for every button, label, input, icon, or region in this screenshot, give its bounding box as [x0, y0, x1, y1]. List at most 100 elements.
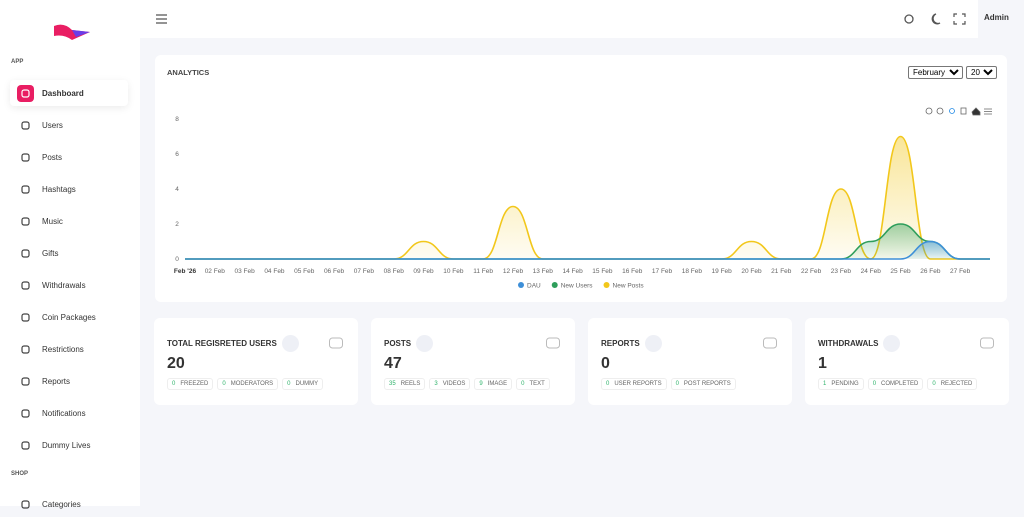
card-title-text: REPORTS [601, 339, 640, 348]
nav-icon [17, 437, 34, 454]
nav-label: Restrictions [42, 344, 84, 354]
nav-icon [17, 341, 34, 358]
nav-icon [17, 181, 34, 198]
chip-label: PENDING [831, 381, 859, 387]
nav-icon [17, 373, 34, 390]
nav-item[interactable]: Restrictions [10, 336, 128, 362]
chip: 0 USER REPORTS [601, 378, 667, 390]
nav-label: Withdrawals [42, 280, 86, 290]
chip-label: TEXT [529, 381, 545, 387]
nav-icon [17, 245, 34, 262]
chip: 0 COMPLETED [867, 378, 924, 390]
section-label: APP [11, 59, 24, 65]
card-value: 20 [167, 355, 185, 372]
icon [980, 337, 994, 349]
nav-item[interactable]: Coin Packages [10, 304, 128, 330]
icon [21, 88, 30, 98]
panel-title: ANALYTICS [167, 68, 210, 77]
nav-icon [17, 149, 34, 166]
theme-icon[interactable] [931, 13, 941, 25]
icon [21, 120, 30, 130]
topbar [140, 0, 978, 38]
nav-item[interactable]: Dashboard [10, 80, 128, 106]
icon [329, 337, 343, 349]
stat-card: WITHDRAWALS 1 1 PENDING 0 COMPLETED 0 REJECTED [805, 318, 1009, 405]
nav-label: Coin Packages [42, 312, 96, 322]
card-icon [545, 336, 561, 355]
chip-count: 3 [434, 381, 438, 387]
nav-item[interactable]: Gifts [10, 240, 128, 266]
nav-item[interactable]: Hashtags [10, 176, 128, 202]
page: APP Dashboard Users Posts Hashtags Music Gifts… [0, 0, 1009, 509]
card-icon [328, 336, 344, 355]
link-button[interactable] [883, 335, 901, 352]
chip-count: 9 [479, 381, 483, 387]
nav-icon [17, 405, 34, 422]
icon [21, 280, 30, 290]
chip-label: VIDEOS [442, 381, 466, 387]
chip: 0 FREEZED [167, 378, 214, 390]
nav-label: Reports [42, 376, 71, 386]
nav-item[interactable]: Reports [10, 368, 128, 394]
card-icon [762, 336, 778, 355]
chip-count: 0 [287, 381, 291, 387]
menu-button[interactable] [156, 14, 168, 24]
chip-label: COMPLETED [881, 381, 919, 387]
icon [21, 408, 30, 418]
chip: 0 REJECTED [927, 378, 978, 390]
chips: 0 USER REPORTS 0 POST REPORTS [601, 378, 736, 390]
link-button[interactable] [644, 335, 662, 352]
stat-card: POSTS 47 35 REELS 3 VIDEOS 9 IMAGE 0 TEXT [371, 318, 575, 405]
nav-label: Music [42, 216, 63, 226]
fullscreen-icon[interactable] [953, 13, 966, 25]
chips: 0 FREEZED 0 MODERATORS 0 DUMMY [167, 378, 324, 390]
chip-count: 0 [521, 381, 525, 387]
link-button[interactable] [281, 335, 299, 352]
nav-item[interactable]: Categories [10, 491, 128, 517]
icon [546, 337, 560, 349]
logo-shape [54, 24, 90, 40]
nav-label: Gifts [42, 248, 59, 258]
chip: 0 MODERATORS [217, 378, 279, 390]
analytics-panel: ANALYTICS February 2026 [155, 55, 1007, 302]
chip-label: REJECTED [940, 381, 973, 387]
chips: 1 PENDING 0 COMPLETED 0 REJECTED [818, 378, 978, 390]
nav-item[interactable]: Music [10, 208, 128, 234]
chip: 3 VIDEOS [429, 378, 471, 390]
card-value: 1 [818, 355, 827, 372]
chip-label: USER REPORTS [614, 381, 662, 387]
chip: 0 TEXT [516, 378, 550, 390]
chip-label: POST REPORTS [683, 381, 731, 387]
chip-label: MODERATORS [230, 381, 274, 387]
nav-item[interactable]: Users [10, 112, 128, 138]
sidebar: APP Dashboard Users Posts Hashtags Music Gifts… [0, 0, 140, 509]
logo[interactable] [50, 22, 100, 42]
month-select[interactable]: February [908, 66, 963, 79]
icon [21, 499, 30, 509]
stat-card: TOTAL REGISRETED USERS 20 0 FREEZED 0 MODERAT… [154, 318, 358, 405]
nav-item[interactable]: Dummy Lives [10, 432, 128, 458]
user-name[interactable]: Admin [984, 13, 1009, 22]
nav-label: Posts [42, 152, 63, 162]
nav-item[interactable]: Posts [10, 144, 128, 170]
card-title: REPORTS [601, 335, 662, 352]
chip-label: FREEZED [180, 381, 209, 387]
chips: 35 REELS 3 VIDEOS 9 IMAGE 0 TEXT [384, 378, 550, 390]
nav-label: Notifications [42, 408, 86, 418]
card-value: 0 [601, 355, 610, 372]
nav-label: Hashtags [42, 184, 76, 194]
nav-label: Dashboard [42, 88, 84, 98]
settings-icon[interactable] [904, 14, 914, 24]
nav-label: Dummy Lives [42, 440, 91, 450]
card-title: TOTAL REGISRETED USERS [167, 335, 299, 352]
chip-count: 0 [932, 381, 936, 387]
nav-item[interactable]: Withdrawals [10, 272, 128, 298]
icon [21, 216, 30, 226]
year-select[interactable]: 2026 [966, 66, 997, 79]
icon [21, 440, 30, 450]
link-button[interactable] [416, 335, 434, 352]
nav-item[interactable]: Notifications [10, 400, 128, 426]
icon [21, 376, 30, 386]
nav-icon [17, 213, 34, 230]
chip-count: 0 [872, 381, 877, 387]
